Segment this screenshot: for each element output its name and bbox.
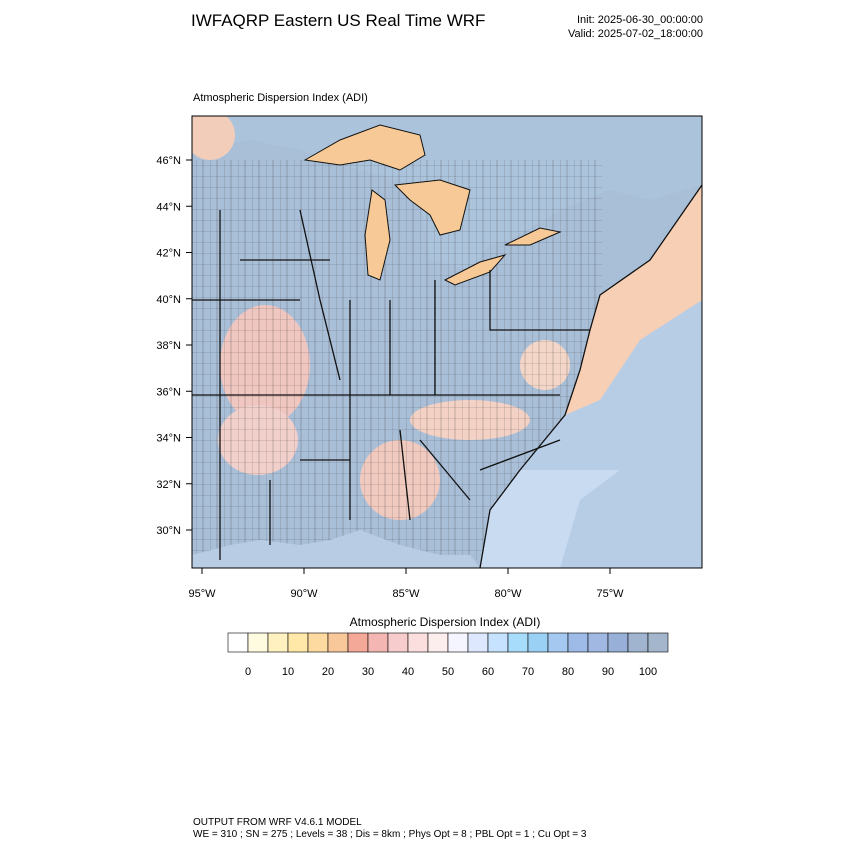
colorbar-label: 50: [442, 666, 454, 678]
colorbar-label: 20: [322, 666, 334, 678]
colorbar-box: [407, 632, 429, 653]
colorbar-box: [347, 632, 369, 653]
lon-label: 75°W: [596, 588, 624, 600]
colorbar-label: 80: [562, 666, 574, 678]
map-frame: [191, 115, 703, 569]
lat-label: 38°N: [156, 340, 181, 352]
colorbar-box: [287, 632, 309, 653]
colorbar-box: [327, 632, 349, 653]
init-time: Init: 2025-06-30_00:00:00: [577, 14, 703, 26]
colorbar-box: [367, 632, 389, 653]
lon-label: 85°W: [392, 588, 420, 600]
colorbar-label: 40: [402, 666, 414, 678]
lon-label: 95°W: [188, 588, 216, 600]
colorbar-box: [307, 632, 329, 653]
colorbar-box: [627, 632, 649, 653]
colorbar-box: [247, 632, 269, 653]
footer-line: OUTPUT FROM WRF V4.6.1 MODEL: [193, 817, 362, 828]
colorbar-box: [387, 632, 409, 653]
colorbar-label: 100: [639, 666, 657, 678]
colorbar-label: 0: [245, 666, 251, 678]
title: IWFAQRP Eastern US Real Time WRF: [191, 11, 485, 30]
lon-label: 90°W: [290, 588, 318, 600]
colorbar-box: [527, 632, 549, 653]
lat-label: 34°N: [156, 433, 181, 445]
map-title: Atmospheric Dispersion Index (ADI): [193, 92, 368, 104]
colorbar-box: [447, 632, 469, 653]
colorbar-box: [227, 632, 249, 653]
valid-time: Valid: 2025-07-02_18:00:00: [568, 28, 703, 40]
lon-label: 80°W: [494, 588, 522, 600]
colorbar-label: 70: [522, 666, 534, 678]
colorbar-box: [547, 632, 569, 653]
lat-label: 32°N: [156, 479, 181, 491]
colorbar-box: [587, 632, 609, 653]
lat-label: 30°N: [156, 525, 181, 537]
colorbar-box: [427, 632, 449, 653]
colorbar-box: [267, 632, 289, 653]
colorbar-label: 90: [602, 666, 614, 678]
colorbar-label: 10: [282, 666, 294, 678]
colorbar-label: 60: [482, 666, 494, 678]
lat-label: 40°N: [156, 294, 181, 306]
colorbar-box: [647, 632, 669, 653]
lat-label: 36°N: [156, 386, 181, 398]
colorbar-title: Atmospheric Dispersion Index (ADI): [350, 615, 541, 629]
lat-label: 46°N: [156, 155, 181, 167]
colorbar-box: [607, 632, 629, 653]
lat-label: 44°N: [156, 201, 181, 213]
colorbar-label: 30: [362, 666, 374, 678]
colorbar-box: [507, 632, 529, 653]
footer-line: WE = 310 ; SN = 275 ; Levels = 38 ; Dis …: [193, 829, 587, 840]
lat-label: 42°N: [156, 248, 181, 260]
colorbar-box: [487, 632, 509, 653]
colorbar-box: [467, 632, 489, 653]
colorbar-box: [567, 632, 589, 653]
map: [192, 116, 702, 568]
